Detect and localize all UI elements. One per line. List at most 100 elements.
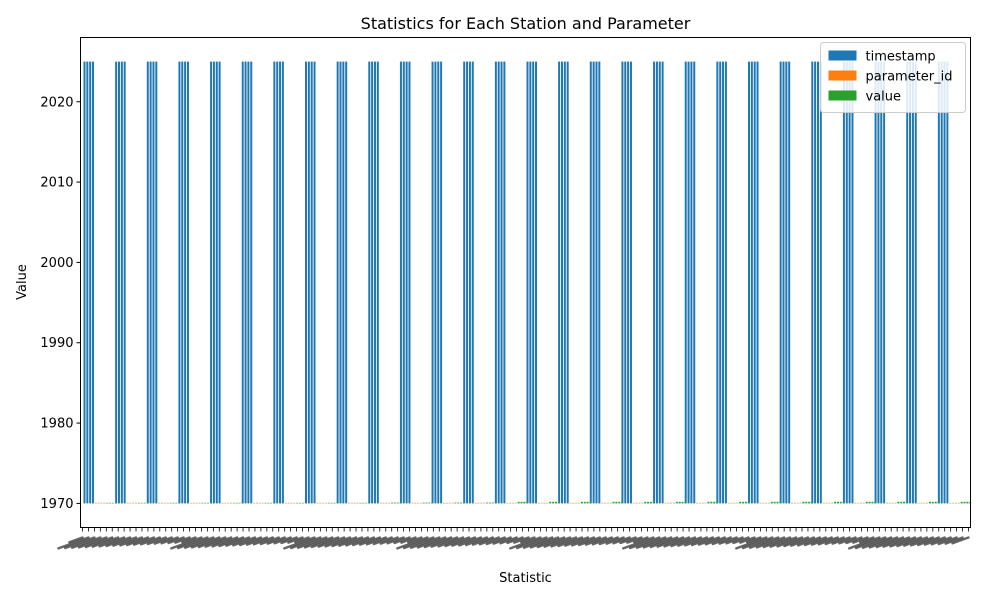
bar-value bbox=[589, 501, 592, 504]
bar-timestamp bbox=[589, 61, 592, 504]
bar-value bbox=[586, 501, 589, 504]
bar-timestamp bbox=[305, 61, 307, 504]
x-tick-label-mark bbox=[515, 536, 548, 550]
bar-timestamp bbox=[244, 61, 247, 504]
bar-value bbox=[517, 501, 520, 504]
x-tick-label-mark bbox=[351, 536, 376, 547]
bar-value bbox=[396, 502, 399, 504]
bar-parameter-id bbox=[857, 502, 860, 504]
bar-parameter-id bbox=[166, 502, 169, 504]
bar-parameter-id bbox=[258, 502, 261, 504]
bar-timestamp bbox=[345, 61, 348, 504]
bar-value bbox=[963, 501, 966, 504]
bar-parameter-id bbox=[483, 502, 486, 504]
bar-parameter-id bbox=[828, 502, 831, 504]
x-tick-label-mark bbox=[746, 536, 762, 544]
bar-timestamp bbox=[281, 61, 284, 504]
bar-parameter-id bbox=[324, 502, 327, 504]
bar-value bbox=[834, 501, 837, 504]
bar-value bbox=[491, 502, 494, 504]
bar-timestamp bbox=[146, 61, 149, 504]
x-tick-label-mark bbox=[259, 536, 280, 546]
bar-value bbox=[296, 502, 299, 504]
bar-value bbox=[966, 501, 969, 504]
bar-value bbox=[367, 502, 370, 504]
bar-parameter-id bbox=[888, 502, 891, 504]
bar-parameter-id bbox=[537, 502, 540, 504]
bar-value bbox=[235, 502, 238, 504]
x-tick-label-mark bbox=[845, 536, 863, 545]
x-tick-label-mark bbox=[84, 536, 114, 549]
bar-timestamp bbox=[595, 61, 598, 504]
x-tick-label-mark bbox=[204, 536, 233, 548]
x-tick-label-mark bbox=[112, 536, 138, 547]
bar-value bbox=[327, 502, 330, 504]
x-tick-label-mark bbox=[331, 536, 358, 548]
bar-parameter-id bbox=[799, 502, 802, 504]
x-tick-label-mark bbox=[875, 536, 905, 549]
bar-value bbox=[937, 501, 940, 504]
bar-value bbox=[365, 502, 368, 504]
bar-value bbox=[526, 501, 529, 504]
bar-parameter-id bbox=[604, 502, 607, 504]
bar-value bbox=[897, 501, 900, 504]
legend-label-value: value bbox=[866, 90, 902, 105]
x-tick-label-mark bbox=[146, 536, 167, 546]
bar-parameter-id bbox=[353, 502, 356, 504]
x-tick-label-mark bbox=[536, 536, 566, 549]
bar-value bbox=[773, 501, 776, 504]
bar-value bbox=[810, 501, 813, 504]
bar-parameter-id bbox=[641, 502, 644, 504]
x-tick-label-mark bbox=[854, 536, 887, 550]
bar-value bbox=[462, 502, 465, 504]
x-axis-label: Statistic bbox=[499, 571, 552, 586]
y-tick-label: 1990 bbox=[40, 336, 73, 351]
bar-value bbox=[839, 501, 842, 504]
bar-value bbox=[808, 501, 811, 504]
bar-timestamp bbox=[627, 61, 630, 504]
bar-timestamp bbox=[466, 61, 469, 504]
bar-parameter-id bbox=[163, 502, 166, 504]
bar-parameter-id bbox=[923, 502, 926, 504]
bar-value bbox=[111, 502, 114, 504]
x-tick-label-mark bbox=[303, 536, 334, 549]
x-tick-label-mark bbox=[571, 536, 596, 547]
x-tick-label-mark bbox=[471, 536, 494, 546]
x-tick-label-mark bbox=[174, 536, 191, 544]
bar-value bbox=[520, 501, 523, 504]
bar-timestamp bbox=[178, 61, 181, 504]
bar-parameter-id bbox=[480, 502, 483, 504]
bar-parameter-id bbox=[255, 502, 258, 504]
bar-value bbox=[494, 502, 497, 504]
x-tick-label-mark bbox=[543, 536, 572, 548]
bar-parameter-id bbox=[379, 502, 382, 504]
bar-timestamp bbox=[276, 61, 279, 504]
bar-value bbox=[644, 501, 647, 504]
bar-value bbox=[776, 501, 779, 504]
x-tick-label-mark bbox=[725, 536, 744, 545]
y-axis: 1970 1980 1990 2000 2010 2020 bbox=[40, 95, 81, 512]
bar-parameter-id bbox=[767, 502, 770, 504]
bar-parameter-id bbox=[796, 502, 799, 504]
bar-timestamp bbox=[874, 61, 877, 504]
bar-value bbox=[678, 501, 681, 504]
bar-value bbox=[431, 502, 434, 504]
x-tick-label-mark bbox=[485, 536, 506, 546]
bar-timestamp bbox=[848, 61, 851, 504]
bar-timestamp bbox=[92, 61, 95, 504]
bar-value bbox=[557, 501, 560, 504]
bar-timestamp bbox=[152, 61, 155, 504]
x-tick-label-mark bbox=[732, 536, 750, 545]
bar-timestamp bbox=[273, 61, 276, 504]
x-tick-label-mark bbox=[68, 536, 84, 544]
x-tick-label-mark bbox=[584, 536, 607, 546]
bar-parameter-id bbox=[287, 502, 290, 504]
bar-parameter-id bbox=[414, 502, 417, 504]
bar-parameter-id bbox=[704, 502, 707, 504]
x-tick-label-mark bbox=[139, 536, 162, 546]
bar-timestamp bbox=[342, 61, 345, 504]
legend-box bbox=[820, 42, 966, 113]
bar-timestamp bbox=[785, 61, 788, 504]
bar-value bbox=[143, 502, 146, 504]
bar-timestamp bbox=[816, 61, 819, 504]
